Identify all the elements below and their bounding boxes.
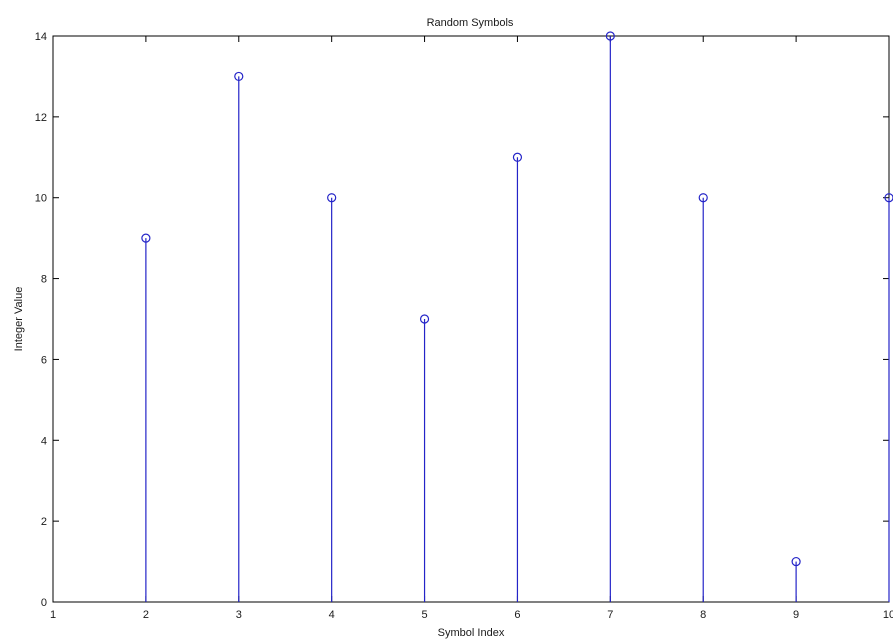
stem-marker [698, 193, 708, 203]
x-tick-label: 8 [700, 609, 706, 621]
y-axis-label: Integer Value [13, 287, 25, 352]
plot-area [52, 35, 890, 603]
y-tick-label: 6 [41, 354, 47, 366]
y-tick-label: 4 [41, 435, 47, 447]
x-tick-label: 5 [421, 609, 427, 621]
stem-marker [141, 233, 151, 243]
x-tick-label: 1 [50, 609, 56, 621]
stem-marker [419, 314, 430, 324]
x-tick-label: 4 [329, 609, 335, 621]
x-tick-label: 10 [883, 609, 893, 621]
stem-marker [884, 193, 893, 203]
stem-marker [327, 193, 337, 203]
y-tick-label: 2 [41, 516, 47, 528]
y-tick-label: 10 [35, 193, 47, 205]
y-tick-label: 12 [35, 112, 47, 124]
chart-title: Random Symbols [427, 17, 514, 29]
x-tick-label: 3 [236, 609, 242, 621]
x-tick-label: 9 [793, 609, 799, 621]
stem-marker [791, 556, 801, 567]
stem-marker [512, 152, 523, 162]
stem-marker [605, 31, 615, 41]
y-tick-label: 0 [41, 597, 47, 609]
y-tick-label: 8 [41, 274, 47, 286]
x-tick-label: 7 [607, 609, 613, 621]
x-axis-label: Symbol Index [438, 627, 505, 639]
y-tick-label: 14 [35, 31, 47, 43]
stem-series [141, 31, 893, 602]
x-tick-label: 6 [514, 609, 520, 621]
x-tick-label: 2 [143, 609, 149, 621]
stem-marker [234, 71, 244, 82]
